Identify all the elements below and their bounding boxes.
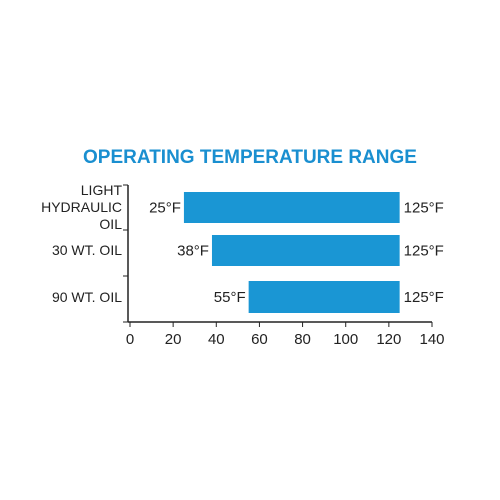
value-label: 125°F [404, 242, 444, 259]
x-tick-label: 100 [333, 331, 358, 348]
value-label: 38°F [177, 242, 209, 259]
bar [211, 235, 400, 266]
category-label: 30 WT. OIL [51, 242, 122, 258]
x-tick-label: 140 [419, 331, 444, 348]
bar [248, 281, 400, 313]
bar [183, 192, 400, 223]
x-tick-label: 20 [165, 331, 182, 348]
chart-title: OPERATING TEMPERATURE RANGE [83, 147, 417, 168]
x-tick-label: 80 [294, 331, 311, 348]
value-label: 55°F [214, 289, 246, 306]
category-label: 90 WT. OIL [51, 288, 122, 305]
category-label: LIGHT HYDRAULIC OIL [41, 182, 122, 232]
x-tick-label: 40 [208, 331, 225, 348]
x-tick-label: 60 [251, 331, 268, 348]
value-label: 25°F [149, 199, 181, 216]
value-label: 125°F [404, 289, 444, 306]
x-tick-label: 0 [126, 331, 134, 348]
x-tick-label: 120 [376, 331, 401, 348]
value-label: 125°F [404, 199, 444, 216]
